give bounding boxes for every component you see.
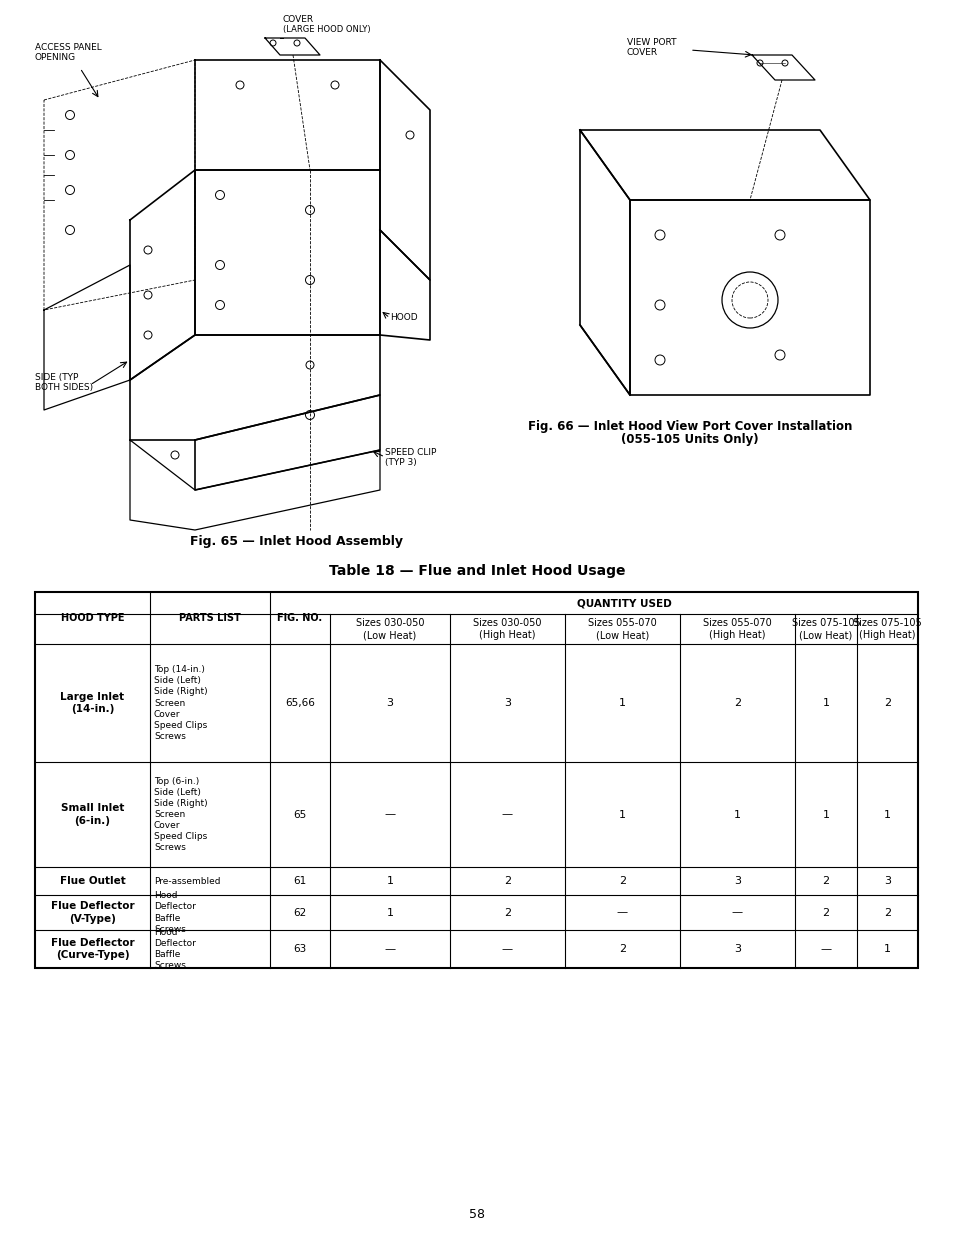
Text: 2: 2 xyxy=(618,876,625,885)
Polygon shape xyxy=(194,395,379,490)
Text: 65: 65 xyxy=(294,809,306,820)
Text: Hood
Deflector
Baffle
Screws: Hood Deflector Baffle Screws xyxy=(153,892,195,934)
Text: PARTS LIST: PARTS LIST xyxy=(179,613,240,622)
Text: (LARGE HOOD ONLY): (LARGE HOOD ONLY) xyxy=(283,25,370,35)
Text: (055-105 Units Only): (055-105 Units Only) xyxy=(620,433,758,446)
Text: —: — xyxy=(617,908,627,918)
Text: Top (14-in.)
Side (Left)
Side (Right)
Screen
Cover
Speed Clips
Screws: Top (14-in.) Side (Left) Side (Right) Sc… xyxy=(153,666,208,741)
Text: SIDE (TYP: SIDE (TYP xyxy=(35,373,78,382)
Text: 1: 1 xyxy=(821,698,828,708)
Text: 62: 62 xyxy=(294,908,306,918)
Polygon shape xyxy=(629,200,869,395)
Text: Top (6-in.)
Side (Left)
Side (Right)
Screen
Cover
Speed Clips
Screws: Top (6-in.) Side (Left) Side (Right) Scr… xyxy=(153,777,208,852)
Text: Flue Deflector
(Curve-Type): Flue Deflector (Curve-Type) xyxy=(51,937,134,960)
Text: 58: 58 xyxy=(469,1209,484,1221)
Text: 3: 3 xyxy=(733,876,740,885)
Text: COVER: COVER xyxy=(626,48,658,57)
Text: Sizes 030-050
(Low Heat): Sizes 030-050 (Low Heat) xyxy=(355,618,424,640)
Text: 1: 1 xyxy=(386,876,393,885)
Text: 1: 1 xyxy=(618,809,625,820)
Text: Sizes 030-050
(High Heat): Sizes 030-050 (High Heat) xyxy=(473,618,541,640)
Text: HOOD: HOOD xyxy=(390,312,417,322)
Text: SPEED CLIP: SPEED CLIP xyxy=(385,448,436,457)
Text: 1: 1 xyxy=(821,809,828,820)
Text: 3: 3 xyxy=(883,876,890,885)
Text: 2: 2 xyxy=(821,908,829,918)
Polygon shape xyxy=(194,61,379,170)
Text: 1: 1 xyxy=(733,809,740,820)
Text: —: — xyxy=(731,908,742,918)
Text: Flue Deflector
(V-Type): Flue Deflector (V-Type) xyxy=(51,902,134,924)
Text: —: — xyxy=(820,944,831,953)
Text: VIEW PORT: VIEW PORT xyxy=(626,38,676,47)
Text: Sizes 075-105
(High Heat): Sizes 075-105 (High Heat) xyxy=(852,618,921,640)
Polygon shape xyxy=(379,230,430,340)
Polygon shape xyxy=(379,61,430,280)
Text: FIG. NO.: FIG. NO. xyxy=(277,613,322,622)
Text: Fig. 65 — Inlet Hood Assembly: Fig. 65 — Inlet Hood Assembly xyxy=(190,535,402,548)
Text: 65,66: 65,66 xyxy=(285,698,314,708)
Text: 3: 3 xyxy=(733,944,740,953)
Text: COVER: COVER xyxy=(283,15,314,23)
Text: ACCESS PANEL: ACCESS PANEL xyxy=(35,43,102,52)
Text: 3: 3 xyxy=(386,698,393,708)
Text: 61: 61 xyxy=(294,876,306,885)
Text: Table 18 — Flue and Inlet Hood Usage: Table 18 — Flue and Inlet Hood Usage xyxy=(329,564,624,578)
Text: OPENING: OPENING xyxy=(35,53,76,62)
Text: BOTH SIDES): BOTH SIDES) xyxy=(35,383,93,391)
Polygon shape xyxy=(130,335,379,440)
Polygon shape xyxy=(579,130,869,200)
Polygon shape xyxy=(194,170,379,335)
Text: (TYP 3): (TYP 3) xyxy=(385,458,416,467)
Polygon shape xyxy=(751,56,814,80)
Text: 1: 1 xyxy=(386,908,393,918)
Polygon shape xyxy=(579,130,629,395)
Text: —: — xyxy=(501,809,513,820)
Text: Small Inlet
(6-in.): Small Inlet (6-in.) xyxy=(61,803,124,826)
Text: Flue Outlet: Flue Outlet xyxy=(59,876,125,885)
Text: 2: 2 xyxy=(503,908,511,918)
Text: —: — xyxy=(384,809,395,820)
Text: 2: 2 xyxy=(618,944,625,953)
Text: 2: 2 xyxy=(733,698,740,708)
Polygon shape xyxy=(130,170,194,380)
Text: 1: 1 xyxy=(883,809,890,820)
Text: 1: 1 xyxy=(883,944,890,953)
Text: 2: 2 xyxy=(883,908,890,918)
Text: 2: 2 xyxy=(883,698,890,708)
Text: 2: 2 xyxy=(503,876,511,885)
Text: 1: 1 xyxy=(618,698,625,708)
Text: —: — xyxy=(501,944,513,953)
Text: Sizes 075-105
(Low Heat): Sizes 075-105 (Low Heat) xyxy=(791,618,860,640)
Polygon shape xyxy=(44,61,194,310)
Text: Sizes 055-070
(High Heat): Sizes 055-070 (High Heat) xyxy=(702,618,771,640)
Text: —: — xyxy=(384,944,395,953)
Text: Fig. 66 — Inlet Hood View Port Cover Installation: Fig. 66 — Inlet Hood View Port Cover Ins… xyxy=(527,420,851,433)
Bar xyxy=(35,592,917,968)
Text: Hood
Deflector
Baffle
Screws: Hood Deflector Baffle Screws xyxy=(153,927,195,971)
Text: 63: 63 xyxy=(294,944,306,953)
Text: Pre-assembled: Pre-assembled xyxy=(153,877,220,885)
Text: Large Inlet
(14-in.): Large Inlet (14-in.) xyxy=(60,692,125,714)
Polygon shape xyxy=(265,38,319,56)
Polygon shape xyxy=(130,440,379,530)
Polygon shape xyxy=(44,266,130,410)
Text: QUANTITY USED: QUANTITY USED xyxy=(576,598,671,608)
Text: 3: 3 xyxy=(503,698,511,708)
Text: Sizes 055-070
(Low Heat): Sizes 055-070 (Low Heat) xyxy=(587,618,657,640)
Text: HOOD TYPE: HOOD TYPE xyxy=(61,613,124,622)
Text: 2: 2 xyxy=(821,876,829,885)
